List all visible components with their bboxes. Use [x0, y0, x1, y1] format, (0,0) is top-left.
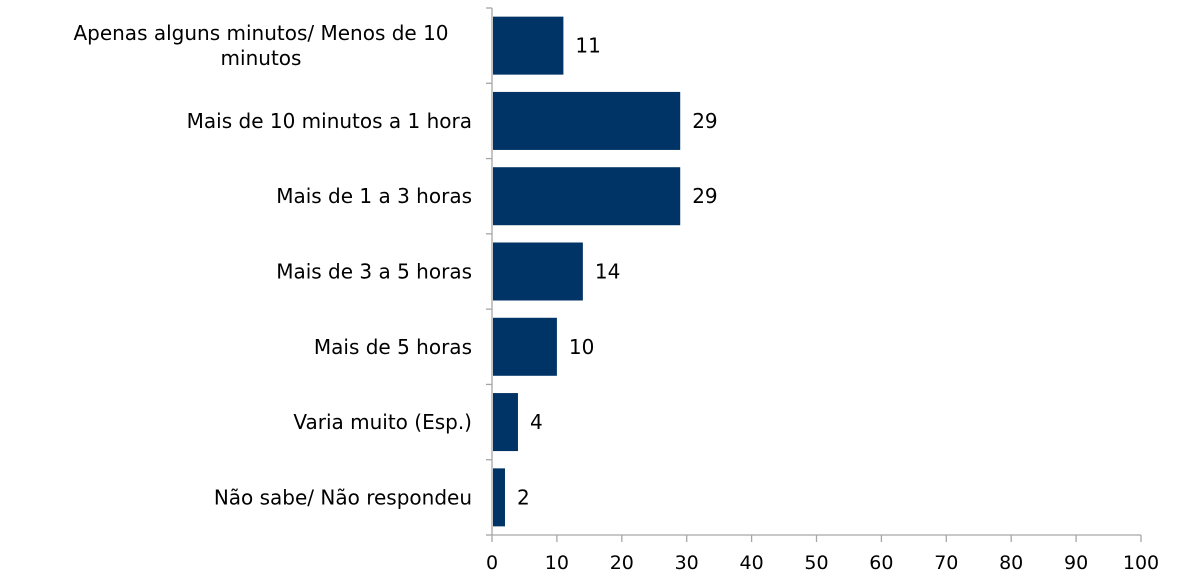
- bars-group: [493, 16, 681, 527]
- category-label-line: Apenas alguns minutos/ Menos de 10: [73, 21, 448, 45]
- data-label: 14: [595, 260, 620, 284]
- data-label: 2: [517, 485, 530, 509]
- bar: [493, 167, 681, 226]
- x-tick-label: 60: [869, 552, 893, 574]
- x-tick-label: 10: [545, 552, 569, 574]
- axes-group: [491, 8, 1141, 536]
- x-tick-label: 100: [1123, 552, 1159, 574]
- x-tick-label: 70: [934, 552, 958, 574]
- x-tick-label: 0: [486, 552, 498, 574]
- data-label: 29: [692, 184, 717, 208]
- data-label: 10: [569, 335, 594, 359]
- x-tick-label: 90: [1064, 552, 1088, 574]
- data-label: 4: [530, 410, 543, 434]
- category-label: Mais de 5 horas: [314, 335, 472, 359]
- category-label: Mais de 1 a 3 horas: [276, 184, 472, 208]
- category-label-line: minutos: [221, 46, 302, 70]
- x-tick-label: 20: [610, 552, 634, 574]
- x-ticks-group: 0 10 20 30 40 50 60 70 80 90 100: [486, 7, 1159, 574]
- category-label: Varia muito (Esp.): [293, 410, 472, 434]
- x-tick-label: 30: [675, 552, 699, 574]
- data-labels-group: 11 29 29 14 10 4 2: [517, 34, 718, 510]
- data-label: 29: [692, 109, 717, 133]
- data-label: 11: [575, 34, 600, 58]
- bar: [493, 393, 518, 452]
- x-tick-label: 50: [804, 552, 828, 574]
- x-tick-label: 40: [740, 552, 764, 574]
- category-label: Apenas alguns minutos/ Menos de 10 minuto…: [73, 21, 448, 70]
- bar: [493, 317, 557, 376]
- category-label: Mais de 10 minutos a 1 hora: [187, 109, 472, 133]
- category-label: Não sabe/ Não respondeu: [214, 485, 472, 509]
- category-label: Mais de 3 a 5 horas: [276, 260, 472, 284]
- category-labels-group: Apenas alguns minutos/ Menos de 10 minuto…: [73, 21, 472, 509]
- bar: [493, 242, 583, 301]
- x-tick-label: 80: [999, 552, 1023, 574]
- bar: [493, 16, 564, 75]
- bar: [493, 91, 681, 150]
- bar: [493, 468, 505, 527]
